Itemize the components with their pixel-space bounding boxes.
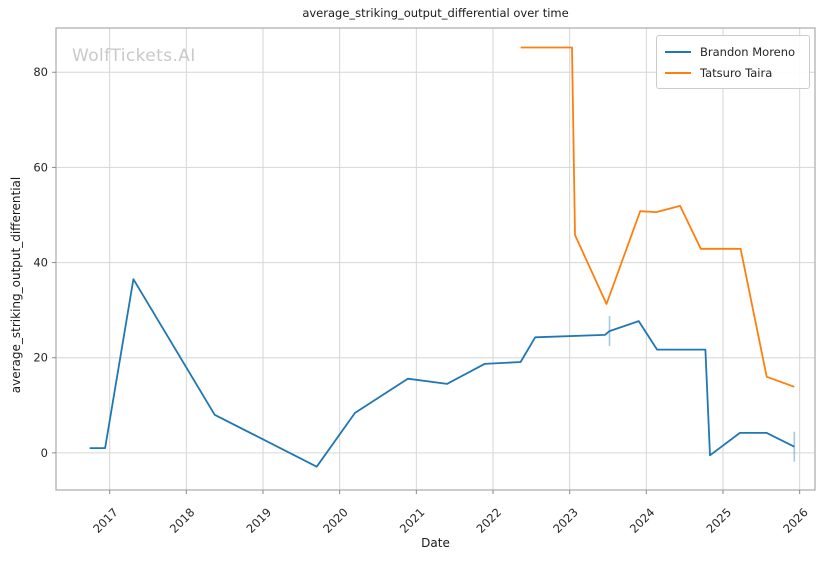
legend-line-swatch-orange bbox=[665, 71, 691, 74]
x-tick-label: 2020 bbox=[320, 505, 351, 536]
legend-line-swatch-blue bbox=[665, 50, 691, 53]
x-tick-label: 2026 bbox=[780, 505, 811, 536]
x-tick-label: 2024 bbox=[627, 505, 658, 536]
series-line-brandon-moreno bbox=[89, 278, 795, 468]
x-axis-label: Date bbox=[421, 536, 450, 550]
watermark: WolfTickets.AI bbox=[72, 46, 196, 66]
legend-item-brandon-moreno: Brandon Moreno bbox=[665, 41, 801, 62]
y-tick-label: 40 bbox=[33, 256, 48, 270]
legend: Brandon Moreno Tatsuro Taira bbox=[656, 35, 810, 89]
x-tick-label: 2017 bbox=[90, 505, 121, 536]
plot-border bbox=[55, 27, 816, 491]
series-line-tatsuro-taira bbox=[520, 46, 795, 388]
legend-item-tatsuro-taira: Tatsuro Taira bbox=[665, 62, 801, 83]
x-tick-label: 2023 bbox=[550, 505, 581, 536]
y-tick-label: 60 bbox=[33, 160, 48, 174]
y-axis-label: average_striking_output_differential bbox=[9, 176, 23, 394]
x-tick-label: 2019 bbox=[244, 505, 275, 536]
chart-title: average_striking_output_differential ove… bbox=[302, 6, 569, 20]
x-tick-label: 2018 bbox=[167, 505, 198, 536]
x-tick-label: 2021 bbox=[397, 505, 428, 536]
x-tick-label: 2025 bbox=[704, 505, 735, 536]
y-tick-label: 20 bbox=[33, 351, 48, 365]
legend-label: Brandon Moreno bbox=[700, 44, 796, 59]
y-tick-label: 80 bbox=[33, 65, 48, 79]
y-tick-label: 0 bbox=[41, 446, 48, 460]
x-tick-label: 2022 bbox=[474, 505, 505, 536]
legend-label: Tatsuro Taira bbox=[700, 65, 773, 80]
